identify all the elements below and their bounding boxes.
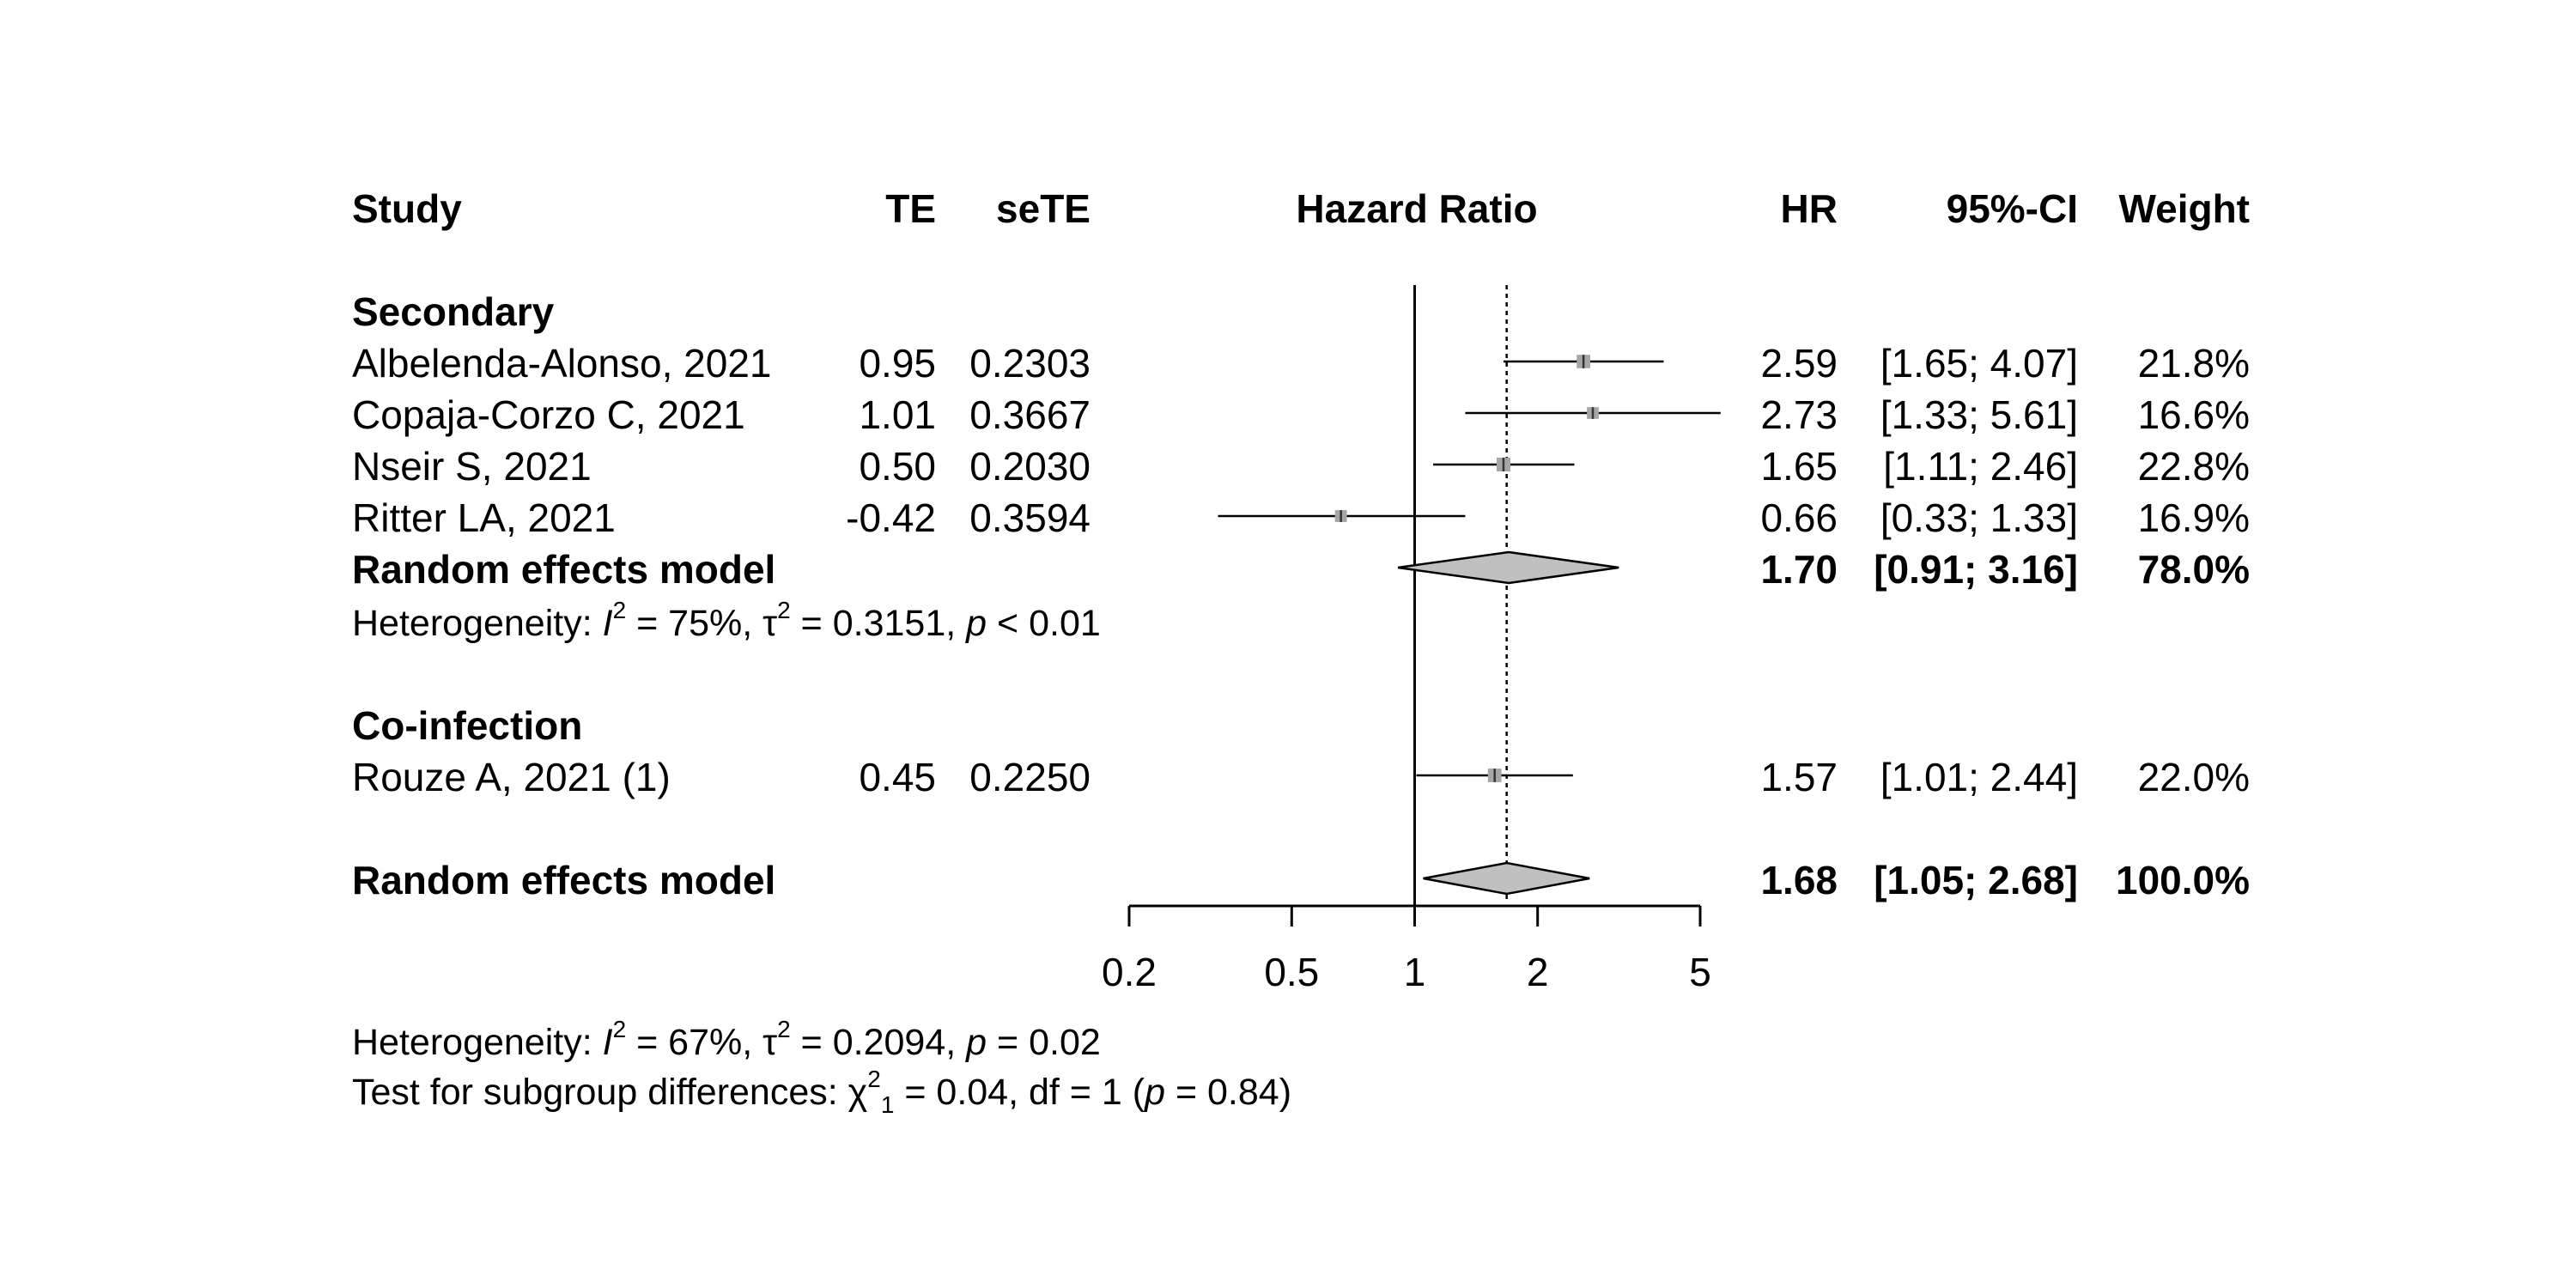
study-weight: 22.8% <box>2137 444 2250 489</box>
x-axis-tick-label: 0.5 <box>1264 950 1319 994</box>
study-te: 0.50 <box>859 444 936 489</box>
study-hr: 1.65 <box>1760 444 1838 489</box>
subgroup-model-hr: 1.70 <box>1760 547 1838 592</box>
header-hr: HR <box>1780 186 1838 231</box>
study-sete: 0.2030 <box>969 444 1091 489</box>
header-hazard-ratio: Hazard Ratio <box>1296 186 1538 231</box>
overall-model-hr: 1.68 <box>1760 858 1838 902</box>
study-te: -0.42 <box>846 495 936 540</box>
header-study: Study <box>352 186 462 231</box>
study-ci: [1.33; 5.61] <box>1880 392 2078 437</box>
x-axis-tick-label: 5 <box>1689 950 1711 994</box>
study-weight: 21.8% <box>2137 341 2250 386</box>
study-sete: 0.3594 <box>969 495 1091 540</box>
x-axis-tick-label: 0.2 <box>1102 950 1157 994</box>
overall-model-diamond <box>1423 861 1590 896</box>
study-te: 1.01 <box>859 392 936 437</box>
forest-marks <box>1218 355 1721 896</box>
header-weight: Weight <box>2118 186 2250 231</box>
study-sete: 0.2303 <box>969 341 1091 386</box>
header-te: TE <box>885 186 936 231</box>
study-ci: [1.01; 2.44] <box>1880 755 2078 799</box>
header-sete: seTE <box>996 186 1091 231</box>
subgroup-model-label: Random effects model <box>352 547 776 592</box>
study-te: 0.45 <box>859 755 936 799</box>
study-label: Copaja-Corzo C, 2021 <box>352 392 745 437</box>
subgroup-model-weight: 78.0% <box>2137 547 2250 592</box>
study-hr: 2.73 <box>1760 392 1838 437</box>
x-axis-tick-label: 1 <box>1404 950 1426 994</box>
group-label-co-infection: Co-infection <box>352 703 583 748</box>
x-axis-tick-label: 2 <box>1527 950 1549 994</box>
study-weight: 16.6% <box>2137 392 2250 437</box>
study-te: 0.95 <box>859 341 936 386</box>
study-label: Nseir S, 2021 <box>352 444 592 489</box>
study-weight: 22.0% <box>2137 755 2250 799</box>
subgroup-heterogeneity: Heterogeneity: I2 = 75%, τ2 = 0.3151, p … <box>352 597 1101 645</box>
subgroup-difference-test: Test for subgroup differences: χ21 = 0.0… <box>352 1066 1292 1118</box>
group-label-secondary: Secondary <box>352 289 555 334</box>
study-sete: 0.3667 <box>969 392 1091 437</box>
study-sete: 0.2250 <box>969 755 1091 799</box>
study-label: Ritter LA, 2021 <box>352 495 616 540</box>
study-weight: 16.9% <box>2137 495 2250 540</box>
overall-heterogeneity: Heterogeneity: I2 = 67%, τ2 = 0.2094, p … <box>352 1016 1101 1064</box>
subgroup-model-ci: [0.91; 3.16] <box>1874 547 2078 592</box>
x-axis: 0.2 0.5 1 2 5 <box>1102 904 1711 994</box>
overall-model-weight: 100.0% <box>2115 858 2250 902</box>
reference-lines <box>1413 285 1508 906</box>
study-label: Albelenda-Alonso, 2021 <box>352 341 772 386</box>
subgroup-model-diamond <box>1397 550 1619 585</box>
study-label: Rouze A, 2021 (1) <box>352 755 671 799</box>
study-ci: [1.11; 2.46] <box>1883 444 2078 489</box>
study-ci: [1.65; 4.07] <box>1880 341 2078 386</box>
study-hr: 2.59 <box>1760 341 1838 386</box>
overall-model-label: Random effects model <box>352 858 776 902</box>
header-ci: 95%-CI <box>1946 186 2078 231</box>
study-hr: 1.57 <box>1760 755 1838 799</box>
overall-model-ci: [1.05; 2.68] <box>1874 858 2078 902</box>
study-ci: [0.33; 1.33] <box>1880 495 2078 540</box>
study-hr: 0.66 <box>1760 495 1838 540</box>
